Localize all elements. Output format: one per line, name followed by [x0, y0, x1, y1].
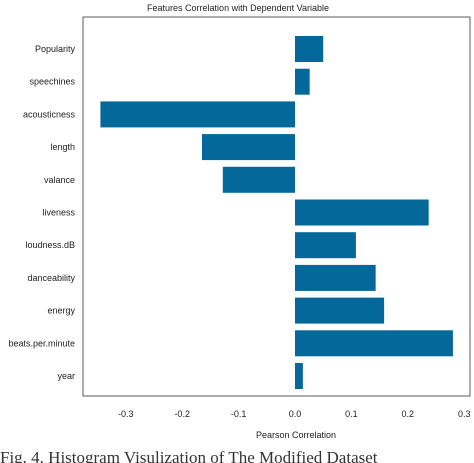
category-label-speechines: speechines — [29, 77, 75, 87]
category-label-year: year — [57, 371, 75, 381]
bar-valance — [222, 166, 295, 193]
category-label-danceability: danceability — [27, 273, 75, 283]
category-label-energy: energy — [47, 306, 75, 316]
category-label-popularity: Popularity — [35, 44, 76, 54]
x-tick-label: 0.2 — [402, 409, 415, 419]
plot-frame — [82, 16, 471, 397]
bar-danceability — [295, 264, 376, 291]
bars — [100, 36, 453, 389]
category-label-valance: valance — [44, 175, 75, 185]
x-tick-labels: -0.3 -0.2 -0.1 0.0 0.1 0.2 0.3 — [118, 409, 470, 419]
category-label-loudness-db: loudness.dB — [25, 240, 75, 250]
bar-beats-per-minute — [295, 330, 453, 357]
x-tick-label: -0.2 — [174, 409, 190, 419]
bar-acousticness — [100, 101, 295, 128]
category-label-beats-per-minute: beats.per.minute — [8, 338, 75, 348]
x-tick-label: 0.1 — [345, 409, 358, 419]
figure-caption: Fig. 4. Histogram Visulization of The Mo… — [0, 448, 378, 463]
bar-liveness — [295, 199, 429, 226]
bar-year — [295, 363, 303, 389]
category-label-length: length — [50, 142, 75, 152]
bar-energy — [295, 297, 385, 324]
x-axis-label: Pearson Correlation — [256, 430, 336, 440]
category-label-liveness: liveness — [42, 208, 75, 218]
x-tick-label: 0.0 — [289, 409, 302, 419]
bar-length — [201, 134, 295, 161]
x-tick-label: 0.3 — [458, 409, 471, 419]
x-tick-label: -0.3 — [118, 409, 134, 419]
bar-popularity — [295, 36, 324, 62]
chart-title: Features Correlation with Dependent Vari… — [147, 3, 329, 13]
category-labels: Popularity speechines acousticness length va… — [8, 44, 75, 381]
x-tick-label: -0.1 — [231, 409, 247, 419]
bar-speechines — [295, 68, 310, 95]
bar-loudness-db — [295, 232, 356, 259]
category-label-acousticness: acousticness — [23, 109, 76, 119]
